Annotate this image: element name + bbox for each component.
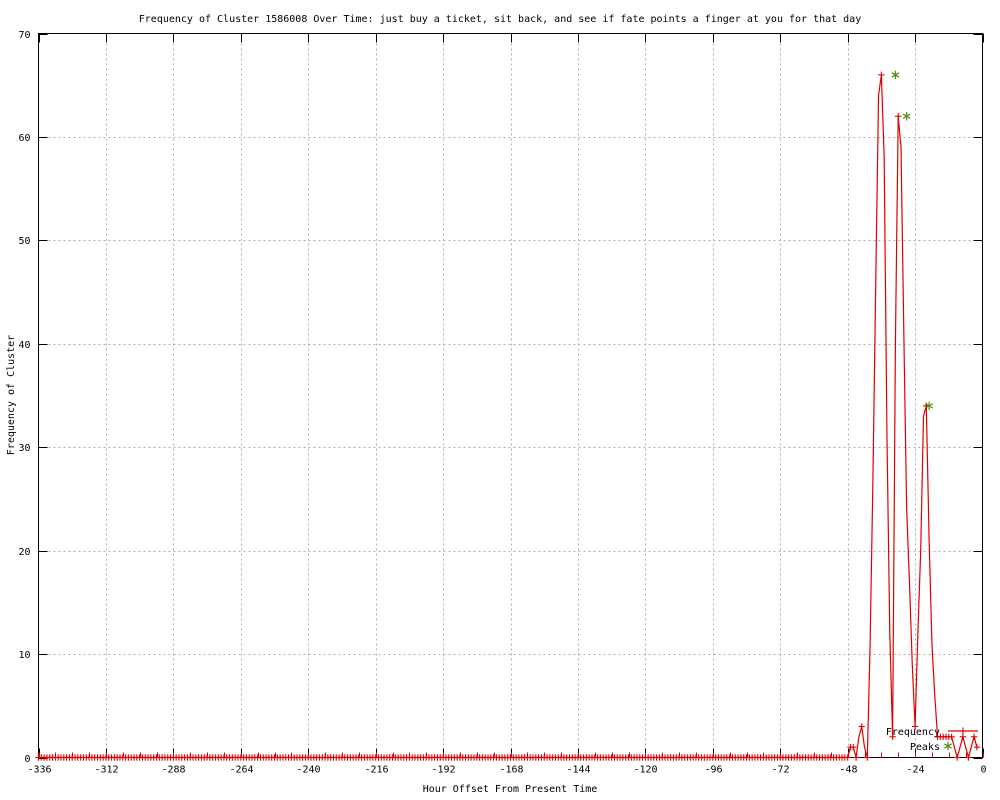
peak-marker-asterisk bbox=[904, 114, 910, 119]
legend-label-peaks: Peaks bbox=[910, 742, 940, 753]
x-tick-label: -144 bbox=[566, 765, 590, 776]
x-tick-label: -264 bbox=[229, 765, 253, 776]
x-tick-label: -168 bbox=[499, 765, 523, 776]
gridlines bbox=[38, 33, 983, 758]
x-tick-label: -96 bbox=[704, 765, 722, 776]
y-tick-label: 10 bbox=[18, 650, 30, 661]
legend-sample-peaks bbox=[944, 741, 952, 751]
y-tick-label: 20 bbox=[18, 547, 30, 558]
chart-legend: Frequency Peaks bbox=[886, 727, 978, 753]
peak-marker-asterisk bbox=[892, 73, 898, 77]
x-tick-label: -48 bbox=[839, 765, 857, 776]
y-tick-label: 50 bbox=[18, 236, 30, 247]
x-tick-label: -120 bbox=[633, 765, 657, 776]
frequency-line bbox=[38, 74, 978, 760]
axis-labels: Hour Offset From Present Time Frequency … bbox=[6, 335, 597, 795]
y-tick-label: 30 bbox=[18, 443, 30, 454]
y-tick-label: 60 bbox=[18, 133, 30, 144]
x-tick-label: -192 bbox=[431, 765, 455, 776]
x-tick-label: -72 bbox=[771, 765, 789, 776]
peak-marker-asterisk bbox=[926, 404, 932, 408]
data-series bbox=[38, 74, 978, 760]
x-tick-label: -288 bbox=[161, 765, 185, 776]
x-tick-label: -312 bbox=[94, 765, 118, 776]
peak-markers bbox=[891, 70, 934, 411]
plot-frame bbox=[37, 32, 984, 759]
x-axis-ticks: -336 -312 -288 -264 -240 -216 -192 -168 -144 -120… bbox=[27, 33, 987, 776]
y-tick-label: 0 bbox=[24, 754, 30, 765]
data-point-markers bbox=[35, 71, 981, 761]
x-tick-label: 0 bbox=[980, 765, 986, 776]
x-tick-label: -240 bbox=[296, 765, 320, 776]
y-axis-ticks: 0 10 20 30 40 50 60 70 bbox=[18, 30, 983, 765]
plot-border bbox=[37, 32, 984, 759]
x-tick-label: -336 bbox=[27, 765, 51, 776]
legend-asterisk-sample bbox=[945, 744, 951, 748]
chart-title-group: Frequency of Cluster 1586008 Over Time: … bbox=[139, 14, 861, 25]
x-axis-label: Hour Offset From Present Time bbox=[423, 784, 598, 795]
y-tick-label: 70 bbox=[18, 30, 30, 41]
legend-sample-frequency bbox=[948, 727, 978, 735]
y-tick-label: 40 bbox=[18, 340, 30, 351]
legend-label-frequency: Frequency bbox=[886, 727, 940, 738]
x-tick-label: -216 bbox=[364, 765, 388, 776]
x-tick-label: -24 bbox=[906, 765, 924, 776]
y-axis-label: Frequency of Cluster bbox=[6, 335, 17, 455]
chart-title: Frequency of Cluster 1586008 Over Time: … bbox=[139, 14, 861, 25]
